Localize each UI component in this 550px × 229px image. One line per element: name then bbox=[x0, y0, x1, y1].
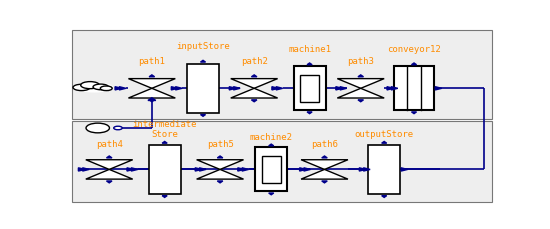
Polygon shape bbox=[129, 88, 175, 98]
Text: inputStore: inputStore bbox=[176, 42, 230, 51]
Polygon shape bbox=[336, 87, 343, 90]
Polygon shape bbox=[340, 87, 346, 90]
Polygon shape bbox=[276, 87, 283, 90]
Polygon shape bbox=[231, 88, 278, 98]
Polygon shape bbox=[217, 181, 223, 183]
Text: path1: path1 bbox=[139, 57, 166, 66]
Bar bbox=[300, 75, 319, 101]
Bar bbox=[72, 30, 492, 119]
Ellipse shape bbox=[73, 84, 90, 91]
Text: conveyor12: conveyor12 bbox=[387, 45, 441, 54]
Polygon shape bbox=[251, 75, 257, 77]
Polygon shape bbox=[238, 168, 244, 171]
Bar bbox=[394, 66, 435, 110]
Polygon shape bbox=[86, 169, 133, 179]
Text: path2: path2 bbox=[241, 57, 268, 66]
Polygon shape bbox=[107, 156, 112, 158]
Polygon shape bbox=[148, 98, 156, 101]
Polygon shape bbox=[197, 160, 244, 169]
Polygon shape bbox=[175, 87, 182, 90]
Polygon shape bbox=[401, 168, 408, 171]
Ellipse shape bbox=[93, 84, 108, 90]
Polygon shape bbox=[322, 156, 327, 158]
Text: path6: path6 bbox=[311, 140, 338, 149]
Polygon shape bbox=[229, 87, 236, 90]
Polygon shape bbox=[107, 181, 112, 183]
Polygon shape bbox=[149, 75, 155, 77]
Polygon shape bbox=[127, 168, 134, 171]
Bar bbox=[294, 66, 326, 110]
Polygon shape bbox=[129, 79, 175, 88]
Polygon shape bbox=[171, 87, 178, 90]
Polygon shape bbox=[201, 60, 206, 62]
Polygon shape bbox=[359, 168, 366, 171]
Polygon shape bbox=[307, 63, 312, 65]
Polygon shape bbox=[162, 196, 167, 197]
Polygon shape bbox=[217, 156, 223, 158]
Polygon shape bbox=[337, 79, 384, 88]
Bar bbox=[368, 145, 400, 194]
Ellipse shape bbox=[100, 86, 112, 91]
Polygon shape bbox=[337, 88, 384, 98]
Circle shape bbox=[86, 123, 109, 133]
Polygon shape bbox=[387, 87, 394, 90]
Polygon shape bbox=[411, 112, 416, 114]
Polygon shape bbox=[201, 114, 206, 116]
Polygon shape bbox=[322, 181, 327, 183]
Polygon shape bbox=[301, 169, 348, 179]
Polygon shape bbox=[272, 87, 278, 90]
Polygon shape bbox=[364, 168, 370, 171]
Polygon shape bbox=[382, 196, 387, 197]
Polygon shape bbox=[162, 142, 167, 143]
Polygon shape bbox=[200, 168, 206, 171]
Text: machine2: machine2 bbox=[250, 133, 293, 142]
Polygon shape bbox=[231, 79, 278, 88]
Polygon shape bbox=[300, 168, 306, 171]
Bar bbox=[72, 121, 492, 202]
Polygon shape bbox=[304, 168, 310, 171]
Polygon shape bbox=[382, 142, 387, 143]
Polygon shape bbox=[358, 100, 364, 102]
Polygon shape bbox=[307, 112, 312, 114]
Text: machine1: machine1 bbox=[288, 45, 331, 54]
Circle shape bbox=[114, 126, 122, 130]
Polygon shape bbox=[269, 193, 274, 195]
Polygon shape bbox=[391, 87, 398, 90]
Polygon shape bbox=[301, 160, 348, 169]
Polygon shape bbox=[119, 87, 126, 90]
Bar bbox=[262, 156, 281, 183]
Text: path4: path4 bbox=[96, 140, 123, 149]
Polygon shape bbox=[242, 168, 249, 171]
Bar bbox=[187, 64, 219, 113]
Polygon shape bbox=[411, 63, 416, 65]
Polygon shape bbox=[115, 87, 122, 90]
Polygon shape bbox=[358, 75, 364, 77]
Ellipse shape bbox=[76, 83, 112, 92]
Ellipse shape bbox=[81, 82, 100, 89]
Polygon shape bbox=[86, 160, 133, 169]
Polygon shape bbox=[197, 169, 244, 179]
Polygon shape bbox=[131, 168, 138, 171]
Bar bbox=[255, 147, 287, 191]
Text: path5: path5 bbox=[207, 140, 234, 149]
Bar bbox=[148, 145, 180, 194]
Polygon shape bbox=[269, 144, 274, 146]
Polygon shape bbox=[435, 87, 442, 90]
Polygon shape bbox=[195, 168, 202, 171]
Polygon shape bbox=[234, 87, 240, 90]
Polygon shape bbox=[79, 168, 85, 171]
Polygon shape bbox=[251, 100, 257, 102]
Polygon shape bbox=[82, 168, 89, 171]
Text: path3: path3 bbox=[347, 57, 374, 66]
Text: intermediate
Store: intermediate Store bbox=[133, 120, 197, 139]
Text: outputStore: outputStore bbox=[355, 131, 414, 139]
Polygon shape bbox=[149, 100, 155, 102]
